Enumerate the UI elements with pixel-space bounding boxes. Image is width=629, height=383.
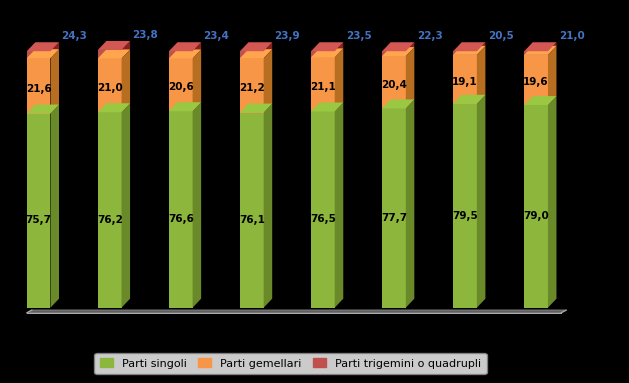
Polygon shape [264, 42, 272, 58]
Polygon shape [264, 103, 272, 308]
Polygon shape [98, 50, 121, 58]
Polygon shape [524, 51, 548, 55]
Polygon shape [27, 49, 59, 58]
Polygon shape [453, 55, 477, 104]
Polygon shape [169, 49, 201, 58]
Polygon shape [524, 42, 557, 51]
Text: 79,0: 79,0 [523, 211, 549, 221]
Polygon shape [524, 96, 557, 105]
Text: 76,5: 76,5 [310, 214, 336, 224]
Polygon shape [27, 58, 50, 113]
Polygon shape [406, 100, 415, 308]
Text: 24,3: 24,3 [62, 31, 87, 41]
Polygon shape [50, 49, 59, 113]
Polygon shape [98, 49, 130, 58]
Polygon shape [240, 42, 272, 51]
Text: 19,1: 19,1 [452, 77, 478, 87]
Polygon shape [548, 42, 557, 55]
Polygon shape [192, 42, 201, 58]
Polygon shape [477, 95, 486, 308]
Text: 20,4: 20,4 [381, 80, 407, 90]
Polygon shape [98, 58, 121, 112]
Text: 23,8: 23,8 [133, 29, 158, 40]
Polygon shape [382, 100, 415, 108]
Text: 23,5: 23,5 [346, 31, 371, 41]
Polygon shape [50, 42, 59, 58]
Text: 21,0: 21,0 [559, 31, 584, 41]
Polygon shape [311, 111, 335, 308]
Polygon shape [98, 103, 130, 112]
Text: 20,6: 20,6 [168, 82, 194, 92]
Polygon shape [406, 47, 415, 108]
Polygon shape [264, 49, 272, 113]
Polygon shape [27, 51, 50, 58]
Polygon shape [477, 42, 486, 55]
Text: 76,2: 76,2 [97, 215, 123, 225]
Text: 21,2: 21,2 [239, 83, 265, 93]
Polygon shape [548, 96, 557, 308]
Legend: Parti singoli, Parti gemellari, Parti trigemini o quadrupli: Parti singoli, Parti gemellari, Parti tr… [94, 353, 487, 374]
Polygon shape [453, 104, 477, 308]
Polygon shape [240, 103, 272, 113]
Polygon shape [311, 57, 335, 111]
Text: 23,9: 23,9 [275, 31, 300, 41]
Polygon shape [240, 58, 264, 113]
Polygon shape [406, 42, 415, 56]
Polygon shape [311, 51, 335, 57]
Polygon shape [169, 42, 201, 51]
Polygon shape [335, 103, 343, 308]
Polygon shape [453, 46, 486, 55]
Text: 21,6: 21,6 [26, 83, 52, 93]
Polygon shape [27, 105, 59, 113]
Polygon shape [335, 48, 343, 111]
Polygon shape [477, 46, 486, 104]
Polygon shape [382, 42, 415, 51]
Polygon shape [192, 49, 201, 111]
Polygon shape [98, 41, 130, 50]
Polygon shape [121, 49, 130, 112]
Polygon shape [382, 56, 406, 108]
Polygon shape [382, 47, 415, 56]
Polygon shape [382, 51, 406, 56]
Polygon shape [524, 105, 548, 308]
Polygon shape [192, 102, 201, 308]
Polygon shape [548, 46, 557, 105]
Text: 79,5: 79,5 [452, 211, 478, 221]
Text: 23,4: 23,4 [204, 31, 230, 41]
Polygon shape [453, 42, 486, 51]
Text: 76,6: 76,6 [168, 214, 194, 224]
Polygon shape [311, 48, 343, 57]
Polygon shape [121, 41, 130, 58]
Polygon shape [169, 51, 192, 58]
Polygon shape [240, 113, 264, 308]
Text: 19,6: 19,6 [523, 77, 549, 87]
Text: 77,7: 77,7 [381, 213, 407, 223]
Polygon shape [50, 105, 59, 308]
Polygon shape [98, 112, 121, 308]
Polygon shape [27, 310, 566, 313]
Polygon shape [382, 108, 406, 308]
Polygon shape [335, 42, 343, 57]
Polygon shape [311, 42, 343, 51]
Polygon shape [27, 113, 50, 308]
Text: 22,3: 22,3 [416, 31, 442, 41]
Polygon shape [169, 111, 192, 308]
Polygon shape [169, 102, 201, 111]
Polygon shape [311, 103, 343, 111]
Text: 75,7: 75,7 [26, 215, 52, 225]
Polygon shape [240, 51, 264, 58]
Text: 21,0: 21,0 [97, 83, 123, 93]
Polygon shape [453, 95, 486, 104]
Polygon shape [240, 49, 272, 58]
Polygon shape [27, 42, 59, 51]
Polygon shape [169, 58, 192, 111]
Polygon shape [524, 46, 557, 55]
Polygon shape [121, 103, 130, 308]
Text: 76,1: 76,1 [239, 215, 265, 225]
Text: 21,1: 21,1 [310, 82, 336, 92]
Polygon shape [524, 55, 548, 105]
Polygon shape [453, 51, 477, 55]
Text: 20,5: 20,5 [487, 31, 513, 41]
